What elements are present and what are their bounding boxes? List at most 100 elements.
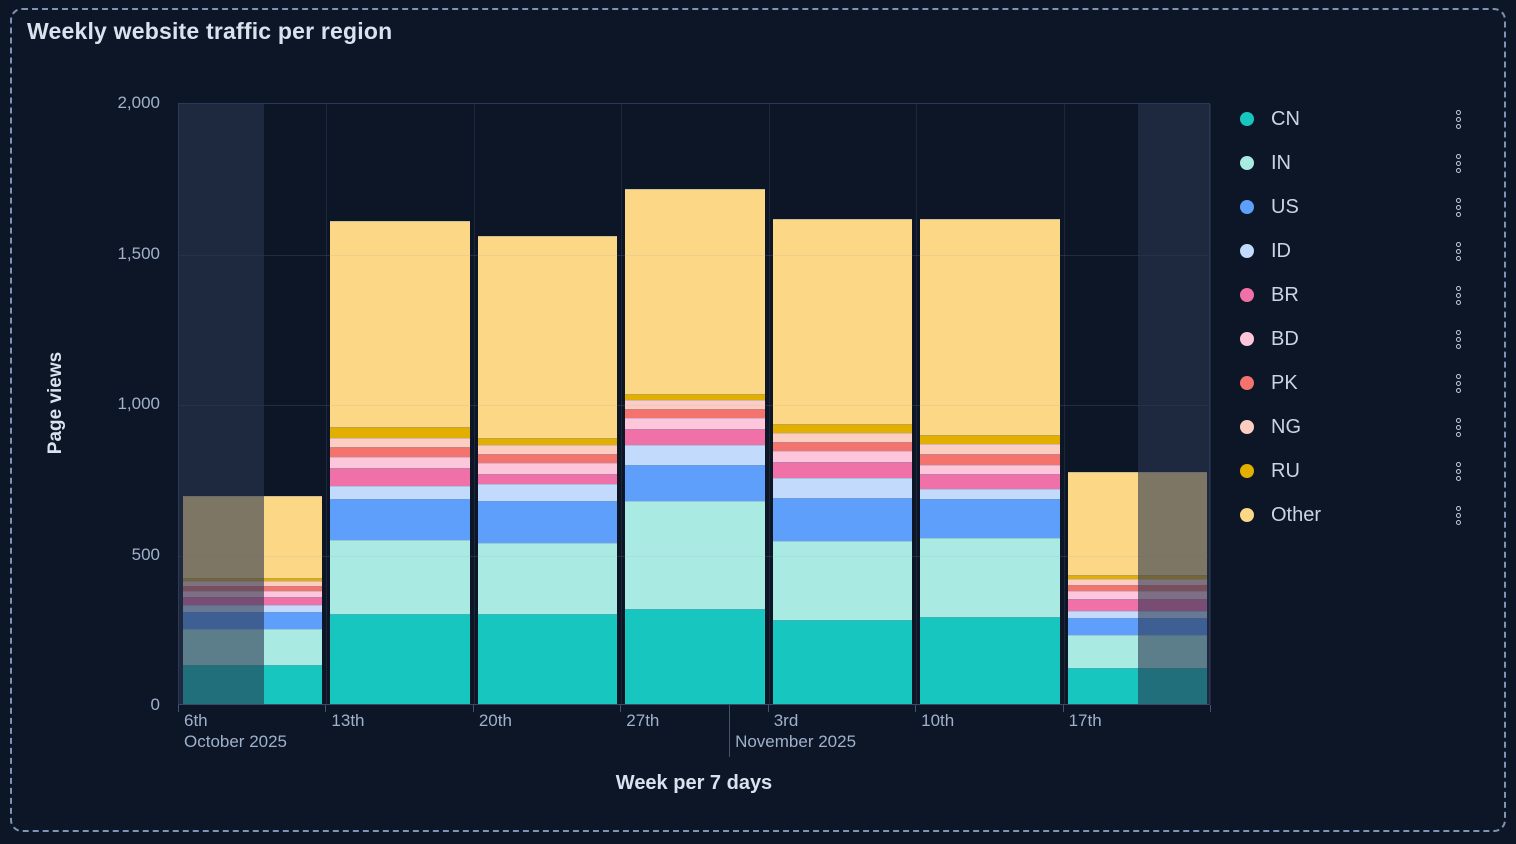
bar-segment-us-13th[interactable] [330, 499, 470, 540]
bar-segment-id-3rd[interactable] [772, 478, 913, 498]
y-tick-label: 1,500 [117, 243, 160, 263]
bar-segment-cn-13th[interactable] [330, 613, 470, 704]
kebab-dot [1456, 387, 1461, 393]
bar-segment-cn-10th[interactable] [920, 616, 1060, 704]
bar-segment-ru-27th[interactable] [625, 393, 765, 400]
bar-segment-in-13th[interactable] [330, 539, 470, 614]
x-tick-label: 27th [626, 711, 660, 730]
legend-label: Other [1271, 503, 1322, 526]
kebab-dot [1456, 248, 1461, 254]
bar-segment-id-10th[interactable] [920, 488, 1060, 500]
legend-item-id[interactable]: ID [1240, 229, 1492, 273]
series-menu-kebab-icon[interactable] [1453, 283, 1464, 308]
plot-area[interactable] [178, 103, 1211, 705]
vertical-gridline [326, 104, 328, 704]
series-menu-kebab-icon[interactable] [1453, 415, 1464, 440]
series-menu-kebab-icon[interactable] [1453, 371, 1464, 396]
bar-segment-in-20th[interactable] [477, 542, 618, 614]
bar-segment-in-3rd[interactable] [772, 541, 913, 620]
out-of-range-overlay-left [179, 104, 265, 704]
bar-segment-other-3rd[interactable] [772, 219, 913, 425]
bar-segment-pk-13th[interactable] [330, 446, 470, 458]
x-axis-tick-mark [325, 705, 327, 712]
bar-segment-ru-13th[interactable] [330, 427, 470, 438]
series-menu-kebab-icon[interactable] [1453, 459, 1464, 484]
bar-segment-us-3rd[interactable] [772, 497, 913, 542]
series-menu-kebab-icon[interactable] [1453, 195, 1464, 220]
bar-segment-bd-3rd[interactable] [772, 451, 913, 462]
bar-segment-in-27th[interactable] [625, 500, 765, 610]
bar-segment-other-20th[interactable] [477, 235, 618, 438]
bar-segment-ru-3rd[interactable] [772, 424, 913, 434]
series-menu-kebab-icon[interactable] [1453, 503, 1464, 528]
bar-segment-us-10th[interactable] [920, 499, 1060, 539]
bar-segment-pk-27th[interactable] [625, 409, 765, 419]
legend-item-br[interactable]: BR [1240, 273, 1492, 317]
bar-segment-br-20th[interactable] [477, 473, 618, 485]
vertical-gridline [916, 104, 918, 704]
bar-segment-other-27th[interactable] [625, 189, 765, 394]
horizontal-gridline [179, 405, 1209, 406]
bar-segment-bd-13th[interactable] [330, 457, 470, 468]
legend-color-dot [1240, 244, 1254, 258]
bar-segment-bd-20th[interactable] [477, 463, 618, 474]
bar-segment-id-17th[interactable] [1067, 610, 1207, 619]
bar-segment-ng-17th[interactable] [1067, 579, 1207, 586]
bar-segment-pk-10th[interactable] [920, 454, 1060, 465]
bar-segment-bd-17th[interactable] [1067, 591, 1207, 599]
bar-segment-in-10th[interactable] [920, 538, 1060, 617]
bar-segment-pk-3rd[interactable] [772, 442, 913, 452]
legend-item-bd[interactable]: BD [1240, 317, 1492, 361]
kebab-dot [1456, 167, 1461, 173]
legend-item-us[interactable]: US [1240, 185, 1492, 229]
bar-segment-ng-13th[interactable] [330, 437, 470, 447]
legend-item-ru[interactable]: RU [1240, 449, 1492, 493]
series-menu-kebab-icon[interactable] [1453, 107, 1464, 132]
legend-item-pk[interactable]: PK [1240, 361, 1492, 405]
bar-segment-us-27th[interactable] [625, 464, 765, 501]
bar-segment-pk-17th[interactable] [1067, 585, 1207, 592]
series-menu-kebab-icon[interactable] [1453, 151, 1464, 176]
bar-segment-cn-3rd[interactable] [772, 619, 913, 704]
legend-label: ID [1271, 239, 1291, 262]
bar-segment-ng-3rd[interactable] [772, 433, 913, 443]
month-label: October 2025 [184, 732, 288, 751]
series-menu-kebab-icon[interactable] [1453, 327, 1464, 352]
bar-segment-pk-20th[interactable] [477, 454, 618, 464]
legend-item-in[interactable]: IN [1240, 141, 1492, 185]
bar-segment-br-13th[interactable] [330, 467, 470, 486]
bar-segment-ng-27th[interactable] [625, 400, 765, 410]
x-axis-tick-mark [620, 705, 622, 712]
bar-segment-bd-27th[interactable] [625, 418, 765, 429]
bar-segment-other-10th[interactable] [920, 219, 1060, 435]
bar-segment-ru-20th[interactable] [477, 437, 618, 446]
month-separator-line [729, 705, 731, 757]
bar-segment-bd-10th[interactable] [920, 464, 1060, 474]
bar-segment-id-13th[interactable] [330, 485, 470, 500]
kebab-dot [1456, 512, 1461, 518]
bar-segment-id-27th[interactable] [625, 445, 765, 465]
legend-item-ng[interactable]: NG [1240, 405, 1492, 449]
series-menu-kebab-icon[interactable] [1453, 239, 1464, 264]
x-tick-label: 10th [921, 711, 955, 730]
bar-segment-br-27th[interactable] [625, 428, 765, 446]
bar-segment-cn-27th[interactable] [625, 609, 765, 704]
kebab-dot [1456, 255, 1461, 261]
bar-segment-ng-20th[interactable] [477, 445, 618, 455]
bar-segment-us-20th[interactable] [477, 500, 618, 543]
x-tick-label: 6th [184, 711, 208, 730]
bar-segment-ru-10th[interactable] [920, 434, 1060, 444]
bar-segment-cn-20th[interactable] [477, 613, 618, 704]
bar-segment-other-13th[interactable] [330, 220, 470, 428]
bar-segment-ru-17th[interactable] [1067, 574, 1207, 580]
legend-item-cn[interactable]: CN [1240, 97, 1492, 141]
legend-label: PK [1271, 371, 1298, 394]
bar-segment-br-3rd[interactable] [772, 461, 913, 479]
bar-segment-br-10th[interactable] [920, 473, 1060, 489]
bar-segment-ng-10th[interactable] [920, 443, 1060, 455]
vertical-gridline [768, 104, 770, 704]
legend-item-other[interactable]: Other [1240, 493, 1492, 537]
bar-segment-id-20th[interactable] [477, 484, 618, 501]
kebab-dot [1456, 380, 1461, 386]
y-tick-label: 2,000 [117, 93, 160, 112]
